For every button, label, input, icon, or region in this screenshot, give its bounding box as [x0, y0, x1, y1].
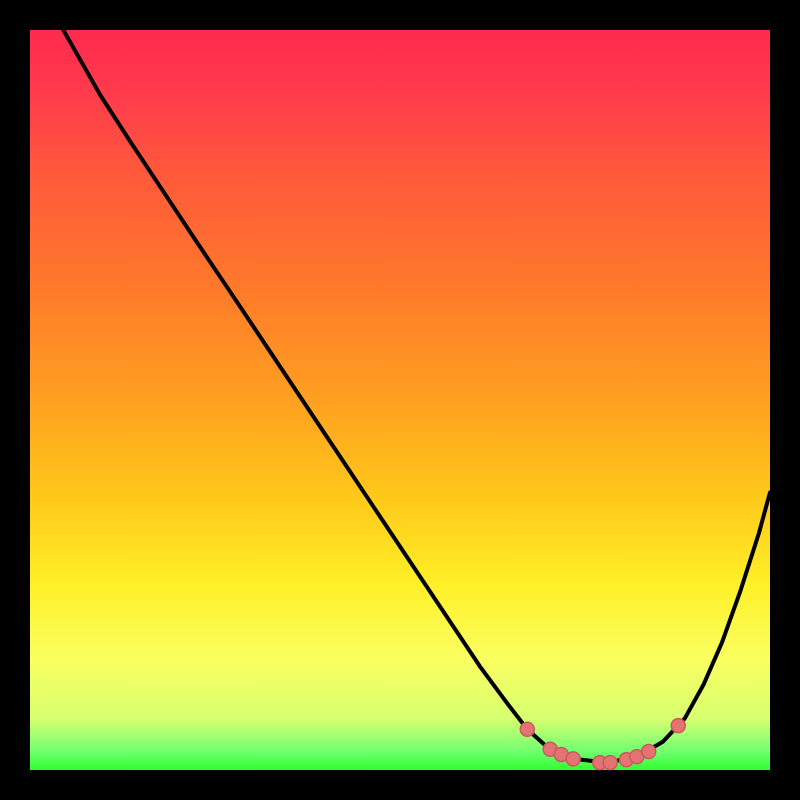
curve-marker [603, 756, 617, 770]
curve-marker [520, 722, 534, 736]
chart-plot [0, 0, 800, 800]
plot-background-gradient [30, 30, 770, 770]
curve-marker [642, 745, 656, 759]
curve-marker [671, 719, 685, 733]
curve-marker [566, 752, 580, 766]
